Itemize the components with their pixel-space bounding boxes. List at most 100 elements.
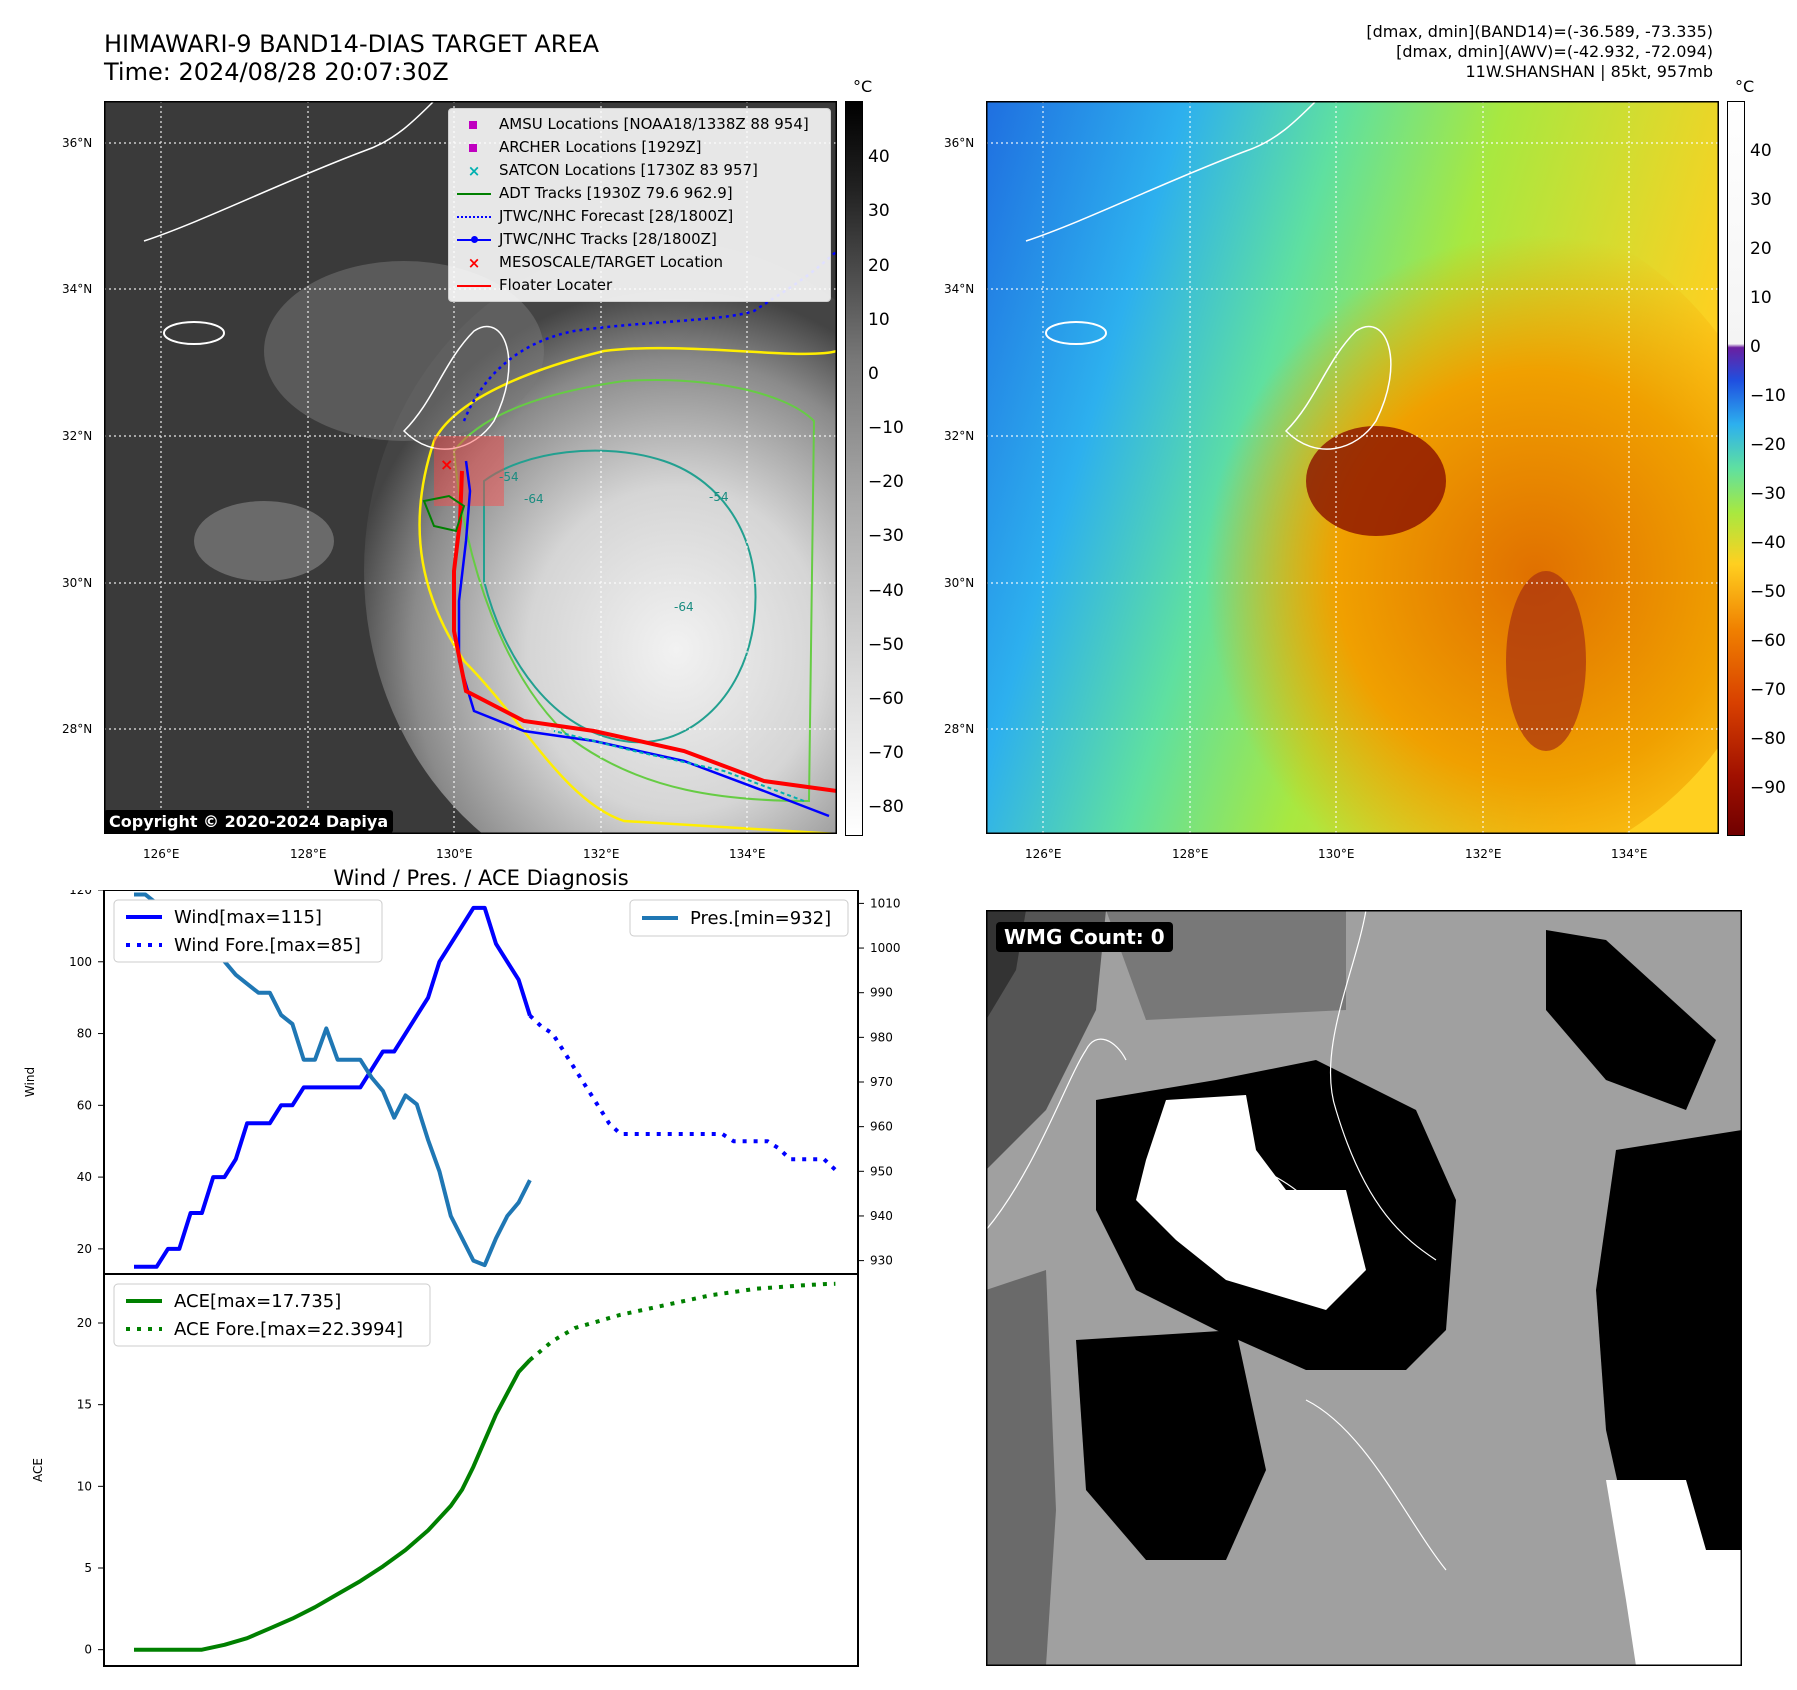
colorbar-tick: 0 <box>868 364 879 384</box>
lon-label: 132°E <box>583 847 620 861</box>
lon-label: 134°E <box>729 847 766 861</box>
y-tick-label: 80 <box>77 1027 92 1041</box>
lat-label: 28°N <box>62 722 93 736</box>
y-tick-label: 10 <box>77 1479 92 1493</box>
ace-series-line <box>134 1358 532 1652</box>
legend-item-jtwc-forecast: JTWC/NHC Forecast [28/1800Z] <box>457 205 822 228</box>
y-tick-label: 5 <box>84 1561 92 1575</box>
wmg-panel <box>986 910 1742 1666</box>
legend-box <box>113 899 383 963</box>
colorbar-tick: 40 <box>1750 141 1772 161</box>
colorbar-tick: −90 <box>1750 778 1786 798</box>
colorbar-tick: −60 <box>1750 631 1786 651</box>
contour-label: -64 <box>524 492 544 506</box>
colorbar-tick: −30 <box>1750 484 1786 504</box>
contour-label: -54 <box>499 470 519 484</box>
legend-item-satcon: × SATCON Locations [1730Z 83 957] <box>467 161 758 180</box>
colorbar-tick: −40 <box>1750 533 1786 553</box>
wv-storm-core <box>1306 426 1446 536</box>
lon-label: 126°E <box>1025 847 1062 861</box>
ace-legend: ACE[max=17.735] ACE Fore.[max=22.3994] <box>113 1283 431 1347</box>
map-legend: AMSU Locations [NOAA18/1338Z 88 954] ARC… <box>448 108 831 302</box>
lon-label: 134°E <box>1611 847 1648 861</box>
lon-label: 132°E <box>1465 847 1502 861</box>
jtwc-track <box>457 460 830 818</box>
colorbar-tick: 10 <box>868 310 890 330</box>
colorbar-tick: 20 <box>1750 239 1772 259</box>
jeju-island-outline <box>163 321 225 345</box>
copyright-badge: Copyright © 2020-2024 Dapiya <box>104 810 394 833</box>
colorbar-tick: 30 <box>868 201 890 221</box>
colorbar-tick: 20 <box>868 256 890 276</box>
satcon-locations <box>553 730 805 802</box>
colorbar-tick: −50 <box>1750 582 1786 602</box>
stats-line-2: [dmax, dmin](AWV)=(-42.932, -72.094) <box>1396 42 1713 61</box>
legend-label: ACE Fore.[max=22.3994] <box>174 1319 403 1340</box>
y2-tick-label: 980 <box>870 1030 893 1044</box>
figure-title: HIMAWARI-9 BAND14-DIAS TARGET AREA <box>104 30 600 58</box>
lat-label: 32°N <box>944 429 975 443</box>
lon-label: 130°E <box>436 847 473 861</box>
ace-axes-frame <box>103 1273 859 1667</box>
wv-map-panel <box>986 101 1719 834</box>
y-tick-label: 120 <box>69 890 92 897</box>
legend-label: ACE[max=17.735] <box>174 1291 341 1312</box>
diagnosis-chart: 2040608010012093094095096097098099010001… <box>23 890 901 1667</box>
legend-item-jtwc-tracks: JTWC/NHC Tracks [28/1800Z] <box>457 228 822 251</box>
colorbar-tick: −20 <box>1750 435 1786 455</box>
colorbar-tick: −80 <box>868 797 904 817</box>
colorbar-tick: 0 <box>1750 337 1761 357</box>
contour-teal <box>483 449 757 744</box>
colorbar-tick: 10 <box>1750 288 1772 308</box>
wind-axis-label: Wind <box>23 1067 37 1097</box>
contour-green <box>452 379 816 803</box>
y-tick-label: 0 <box>84 1643 92 1657</box>
ace-forecast-series-line <box>528 1281 836 1362</box>
colorbar-tick: −80 <box>1750 729 1786 749</box>
wmg-count-badge: WMG Count: 0 <box>996 922 1173 952</box>
lon-label: 126°E <box>143 847 180 861</box>
diagnosis-title: Wind / Pres. / ACE Diagnosis <box>333 866 629 890</box>
legend-label: Wind[max=115] <box>174 907 322 928</box>
lat-label: 34°N <box>62 282 93 296</box>
lat-label: 36°N <box>62 136 93 150</box>
y2-tick-label: 1010 <box>870 896 901 910</box>
contour-yellow <box>418 346 837 834</box>
lon-label: 128°E <box>290 847 327 861</box>
wind-forecast-series-line <box>528 1014 837 1172</box>
y-tick-label: 20 <box>77 1242 92 1256</box>
y-tick-label: 20 <box>77 1316 92 1330</box>
target-location-marker: × <box>440 455 453 474</box>
wv-colorbar <box>1727 101 1745 836</box>
ir-colorbar-unit: °C <box>853 77 873 96</box>
adt-track <box>422 494 466 533</box>
colorbar-tick: −20 <box>868 472 904 492</box>
lat-label: 30°N <box>62 576 93 590</box>
wind-series-line <box>134 905 532 1269</box>
colorbar-tick: 40 <box>868 147 890 167</box>
wind-legend: Wind[max=115] Wind Fore.[max=85] <box>113 899 383 963</box>
y-tick-label: 40 <box>77 1170 92 1184</box>
figure-time: Time: 2024/08/28 20:07:30Z <box>104 58 449 86</box>
lat-label: 30°N <box>944 576 975 590</box>
lat-label: 36°N <box>944 136 975 150</box>
y2-tick-label: 960 <box>870 1120 893 1134</box>
colorbar-tick: −40 <box>868 581 904 601</box>
lon-label: 130°E <box>1318 847 1355 861</box>
wv-colorbar-unit: °C <box>1735 77 1755 96</box>
legend-item-adt: ADT Tracks [1930Z 79.6 962.9] <box>457 182 822 205</box>
y2-tick-label: 1000 <box>870 941 901 955</box>
y-tick-label: 15 <box>77 1398 92 1412</box>
y2-tick-label: 930 <box>870 1254 893 1268</box>
legend-item-archer: ARCHER Locations [1929Z] <box>457 136 822 159</box>
colorbar-tick: −30 <box>868 526 904 546</box>
y-tick-label: 60 <box>77 1098 92 1112</box>
storm-info: 11W.SHANSHAN | 85kt, 957mb <box>1465 62 1713 81</box>
jtwc-forecast-track <box>462 250 837 422</box>
lat-label: 32°N <box>62 429 93 443</box>
legend-box <box>629 899 849 937</box>
stats-line-1: [dmax, dmin](BAND14)=(-36.589, -73.335) <box>1366 22 1713 41</box>
legend-label: Wind Fore.[max=85] <box>174 935 361 956</box>
y2-tick-label: 950 <box>870 1164 893 1178</box>
lat-label: 28°N <box>944 722 975 736</box>
